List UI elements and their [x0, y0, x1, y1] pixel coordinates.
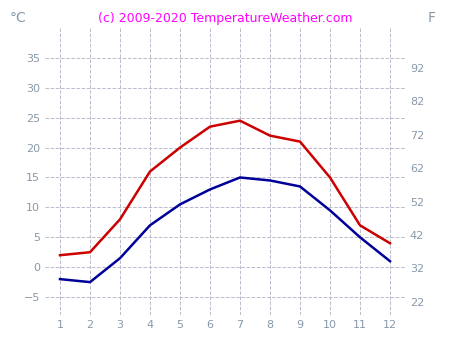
Title: (c) 2009-2020 TemperatureWeather.com: (c) 2009-2020 TemperatureWeather.com — [98, 13, 352, 26]
Text: F: F — [428, 11, 436, 25]
Text: °C: °C — [9, 11, 27, 25]
